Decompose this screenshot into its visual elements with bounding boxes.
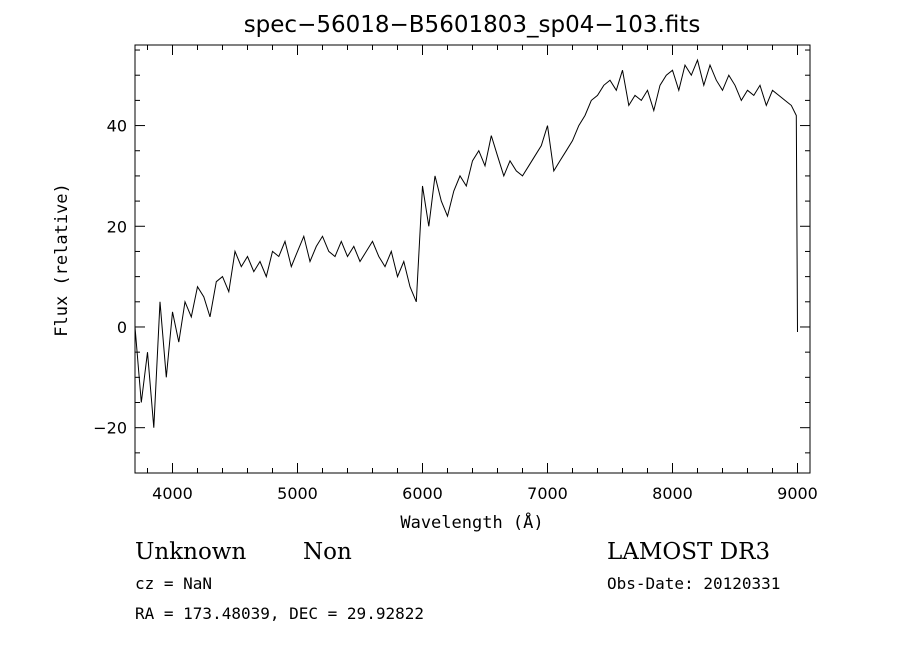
y-axis-label: Flux (relative) <box>52 183 72 337</box>
spectrum-series-line <box>134 58 798 428</box>
y-tick-label: 20 <box>107 217 127 236</box>
y-axis-ticks: −20 0 20 40 <box>93 49 810 454</box>
x-tick-label: 7000 <box>527 484 568 503</box>
object-subclass-label: Non <box>303 539 352 565</box>
obs-date-label: Obs-Date: 20120331 <box>607 574 780 593</box>
x-tick-label: 8000 <box>652 484 693 503</box>
coordinates-label: RA = 173.48039, DEC = 29.92822 <box>135 604 424 623</box>
x-tick-label: 4000 <box>152 484 193 503</box>
chart-title: spec−56018−B5601803_sp04−103.fits <box>244 12 701 38</box>
x-axis-ticks: 4000 5000 6000 7000 8000 9000 <box>147 45 818 503</box>
y-tick-label: 40 <box>107 117 127 136</box>
plot-axes <box>134 44 811 474</box>
x-axis-label: Wavelength (Å) <box>400 511 543 533</box>
survey-label: LAMOST DR3 <box>607 539 770 565</box>
object-class-label: Unknown <box>135 539 246 565</box>
x-tick-label: 9000 <box>777 484 818 503</box>
x-tick-label: 6000 <box>402 484 443 503</box>
redshift-label: cz = NaN <box>135 574 212 593</box>
x-tick-label: 5000 <box>277 484 318 503</box>
y-tick-label: 0 <box>117 318 127 337</box>
y-tick-label: −20 <box>93 419 127 438</box>
plot-frame <box>134 44 811 474</box>
